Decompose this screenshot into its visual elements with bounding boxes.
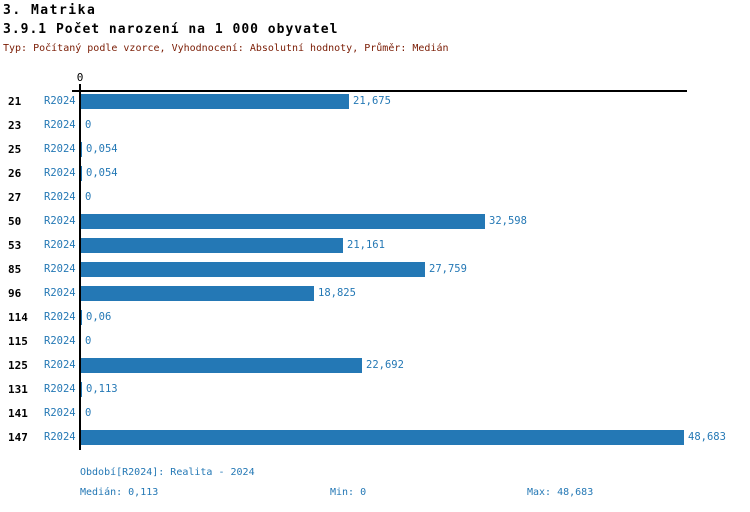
series-label: R2024 (44, 95, 76, 107)
x-axis-line (72, 90, 687, 92)
bar (81, 166, 82, 181)
value-label: 32,598 (489, 215, 527, 227)
value-label: 27,759 (429, 263, 467, 275)
chart-row: 26 R2024 0,054 (0, 166, 750, 181)
bar (81, 142, 82, 157)
value-label: 0,054 (86, 143, 118, 155)
value-label: 22,692 (366, 359, 404, 371)
category-label: 131 (8, 383, 28, 396)
chart-row: 114 R2024 0,06 (0, 310, 750, 325)
chart-row: 85 R2024 27,759 (0, 262, 750, 277)
value-label: 21,675 (353, 95, 391, 107)
x-axis-zero-tick-label: 0 (76, 71, 84, 84)
series-label: R2024 (44, 263, 76, 275)
series-label: R2024 (44, 431, 76, 443)
category-label: 25 (8, 143, 22, 156)
value-label: 0 (85, 191, 92, 203)
category-label: 96 (8, 287, 22, 300)
series-label: R2024 (44, 287, 76, 299)
category-label: 23 (8, 119, 22, 132)
bar (81, 262, 425, 277)
chart-row: 131 R2024 0,113 (0, 382, 750, 397)
chart-row: 141 R2024 0 (0, 406, 750, 421)
category-label: 147 (8, 431, 28, 444)
bar (81, 238, 343, 253)
series-label: R2024 (44, 119, 76, 131)
value-label: 0,113 (86, 383, 118, 395)
series-label: R2024 (44, 383, 76, 395)
series-label: R2024 (44, 167, 76, 179)
report-title: 3. Matrika (3, 3, 97, 18)
bar (81, 94, 349, 109)
chart-row: 21 R2024 21,675 (0, 94, 750, 109)
bar (81, 382, 82, 397)
series-label: R2024 (44, 191, 76, 203)
chart-row: 23 R2024 0 (0, 118, 750, 133)
category-label: 114 (8, 311, 28, 324)
chart-row: 53 R2024 21,161 (0, 238, 750, 253)
value-label: 0,054 (86, 167, 118, 179)
value-label: 0 (85, 119, 92, 131)
chart-title: 3.9.1 Počet narození na 1 000 obyvatel (3, 22, 339, 37)
chart-row: 96 R2024 18,825 (0, 286, 750, 301)
category-label: 141 (8, 407, 28, 420)
value-label: 21,161 (347, 239, 385, 251)
value-label: 48,683 (688, 431, 726, 443)
period-label: Období[R2024]: Realita - 2024 (80, 467, 255, 478)
series-label: R2024 (44, 359, 76, 371)
value-label: 18,825 (318, 287, 356, 299)
chart-row: 147 R2024 48,683 (0, 430, 750, 445)
value-label: 0 (85, 335, 92, 347)
bar (81, 286, 314, 301)
chart-row: 125 R2024 22,692 (0, 358, 750, 373)
median-label: Medián: 0,113 (80, 487, 159, 498)
category-label: 26 (8, 167, 22, 180)
series-label: R2024 (44, 311, 76, 323)
chart-row: 115 R2024 0 (0, 334, 750, 349)
chart-row: 50 R2024 32,598 (0, 214, 750, 229)
value-label: 0 (85, 407, 92, 419)
category-label: 50 (8, 215, 22, 228)
chart-row: 27 R2024 0 (0, 190, 750, 205)
category-label: 85 (8, 263, 22, 276)
chart-meta-line: Typ: Počítaný podle vzorce, Vyhodnocení:… (3, 43, 449, 54)
category-label: 125 (8, 359, 28, 372)
y-axis-line (79, 84, 81, 450)
value-label: 0,06 (86, 311, 112, 323)
series-label: R2024 (44, 335, 76, 347)
category-label: 53 (8, 239, 22, 252)
category-label: 115 (8, 335, 28, 348)
bar (81, 430, 684, 445)
series-label: R2024 (44, 143, 76, 155)
series-label: R2024 (44, 215, 76, 227)
category-label: 21 (8, 95, 22, 108)
category-label: 27 (8, 191, 22, 204)
bar (81, 214, 485, 229)
series-label: R2024 (44, 239, 76, 251)
min-label: Min: 0 (330, 487, 367, 498)
bar (81, 310, 82, 325)
chart-row: 25 R2024 0,054 (0, 142, 750, 157)
series-label: R2024 (44, 407, 76, 419)
bar (81, 358, 362, 373)
max-label: Max: 48,683 (527, 487, 594, 498)
